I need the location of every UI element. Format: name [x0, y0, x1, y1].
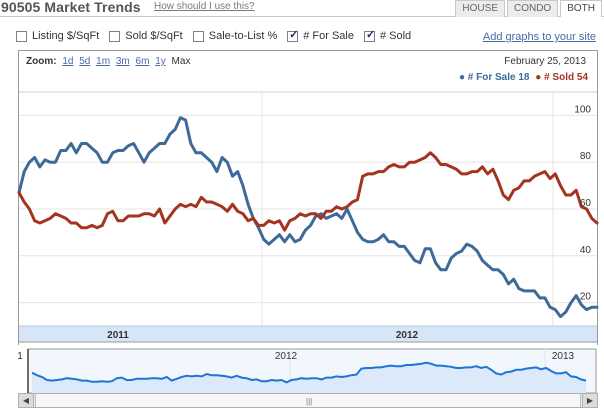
property-type-tabs: HOUSE CONDO BOTH	[455, 0, 602, 17]
sold-checkbox[interactable]	[363, 28, 375, 42]
sale-to-list-checkbox[interactable]	[192, 30, 204, 42]
scroll-right-button[interactable]: ▶	[582, 394, 597, 407]
sold-sqft-label: Sold $/SqFt	[125, 30, 183, 42]
navigator-label-2012: 2012	[275, 351, 298, 362]
navigator-area	[32, 362, 586, 393]
header: 90505 Market Trends How should I use thi…	[0, 0, 604, 17]
navigator-label-2013: 2013	[552, 351, 575, 362]
sold-sqft-checkbox[interactable]	[109, 30, 121, 42]
navigator: 1 2012 2013	[0, 348, 604, 394]
sold-sqft-option[interactable]: Sold $/SqFt	[109, 30, 183, 42]
sold-label: # Sold	[379, 30, 412, 42]
scrollbar-grip[interactable]: |||	[306, 397, 313, 406]
zoom-3m[interactable]: 3m	[115, 56, 130, 67]
legend-sold-label: # Sold 54	[544, 72, 588, 83]
add-graphs-link[interactable]: Add graphs to your site	[482, 31, 596, 43]
navigator-window	[27, 348, 597, 394]
tab-house[interactable]: HOUSE	[455, 0, 505, 17]
zoom-1y[interactable]: 1y	[155, 56, 166, 67]
legend-for-sale-label: # For Sale 18	[467, 72, 530, 83]
zoom-1m[interactable]: 1m	[96, 56, 111, 67]
zoom-6m[interactable]: 6m	[135, 56, 150, 67]
tab-condo[interactable]: CONDO	[506, 0, 559, 17]
zoom-controls: Zoom: 1d 5d 1m 3m 6m 1y Max	[26, 56, 190, 67]
zoom-1d[interactable]: 1d	[62, 56, 74, 67]
navigator-line	[31, 361, 587, 384]
graph-options: Listing $/SqFt Sold $/SqFt Sale-to-List …	[16, 28, 421, 42]
tab-both[interactable]: BOTH	[560, 0, 602, 17]
legend-for-sale: ● # For Sale 18	[458, 72, 530, 83]
sale-to-list-option[interactable]: Sale-to-List %	[192, 30, 278, 42]
listing-sqft-label: Listing $/SqFt	[32, 30, 100, 42]
page-title: 90505 Market Trends	[1, 0, 141, 15]
sale-to-list-label: Sale-to-List %	[208, 30, 278, 42]
chart-legend: ● # For Sale 18 ● # Sold 54	[459, 72, 588, 83]
range-scrollbar[interactable]: ◀ ||| ▶	[18, 393, 598, 408]
scrollbar-thumb[interactable]: |||	[35, 394, 581, 407]
listing-sqft-checkbox[interactable]	[16, 30, 27, 42]
scroll-left-button[interactable]: ◀	[19, 394, 34, 407]
listing-sqft-option[interactable]: Listing $/SqFt	[16, 30, 99, 42]
legend-sold: ● # Sold 54	[535, 72, 588, 83]
zoom-5d[interactable]: 5d	[79, 56, 91, 67]
chart-frame	[18, 50, 598, 345]
for-sale-option[interactable]: # For Sale	[287, 28, 354, 42]
navigator-label-1: 1	[17, 351, 23, 362]
zoom-max[interactable]: Max	[171, 56, 191, 67]
current-date: February 25, 2013	[504, 56, 586, 67]
for-sale-label: # For Sale	[303, 30, 354, 42]
zoom-label: Zoom:	[26, 56, 57, 67]
sold-option[interactable]: # Sold	[363, 28, 412, 42]
help-link[interactable]: How should I use this?	[154, 1, 255, 12]
navigator-background	[0, 349, 604, 393]
for-sale-checkbox[interactable]	[287, 28, 298, 42]
